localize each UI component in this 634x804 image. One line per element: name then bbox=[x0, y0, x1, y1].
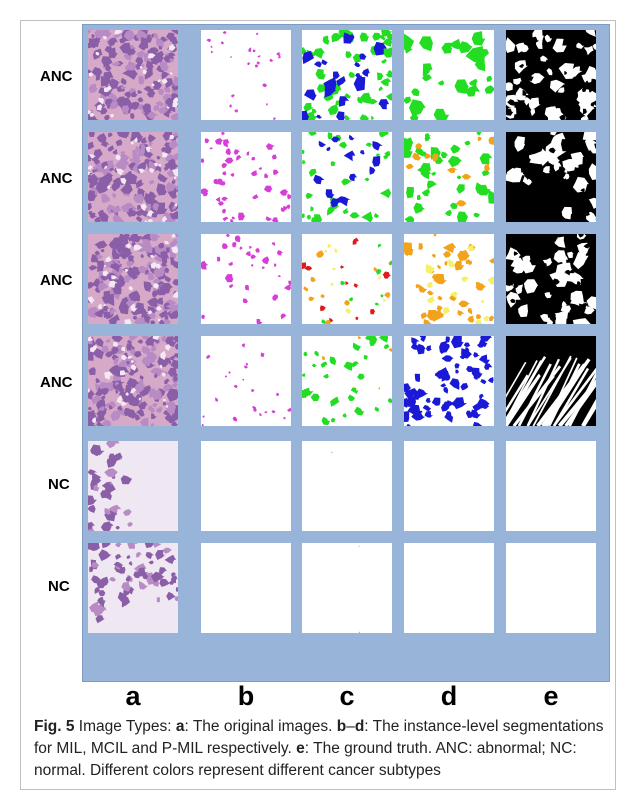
caption-dash: – bbox=[346, 718, 355, 735]
tile-c-row-2 bbox=[302, 132, 392, 222]
tile-e-row-2 bbox=[506, 132, 596, 222]
tile-b-row-5 bbox=[201, 441, 291, 531]
tile-b-row-4 bbox=[201, 336, 291, 426]
tile-c-row-6 bbox=[302, 543, 392, 633]
column-label-c: c bbox=[339, 681, 355, 711]
tile-d-row-3 bbox=[404, 234, 494, 324]
tile-b-row-3 bbox=[201, 234, 291, 324]
caption-bd-text: : The instance-level segmentations for M… bbox=[34, 718, 604, 757]
tile-d-row-4 bbox=[404, 336, 494, 426]
tile-d-row-1 bbox=[404, 30, 494, 120]
tile-e-row-4 bbox=[506, 336, 596, 426]
row-label-1: ANC bbox=[40, 68, 73, 85]
tile-b-row-2 bbox=[201, 132, 291, 222]
tile-e-row-3 bbox=[506, 234, 596, 324]
tile-c-row-5 bbox=[302, 441, 392, 531]
caption-a-text: : The original images. bbox=[184, 718, 337, 735]
tile-d-row-5 bbox=[404, 441, 494, 531]
tile-b-row-1 bbox=[201, 30, 291, 120]
tile-c-row-1 bbox=[302, 30, 392, 120]
row-label-4: ANC bbox=[40, 374, 73, 391]
caption-intro: Image Types: bbox=[74, 718, 176, 735]
tile-a-row-2 bbox=[88, 132, 178, 222]
caption-fig-label: Fig. 5 bbox=[34, 718, 75, 735]
tile-e-row-6 bbox=[506, 543, 596, 633]
tile-e-row-5 bbox=[506, 441, 596, 531]
row-label-5: NC bbox=[48, 476, 70, 493]
column-label-a: a bbox=[125, 681, 141, 711]
column-label-d: d bbox=[440, 681, 458, 711]
tile-d-row-2 bbox=[404, 132, 494, 222]
tile-a-row-4 bbox=[88, 336, 178, 426]
caption-e-letter: e bbox=[296, 740, 305, 757]
figure-caption: Fig. 5 Image Types: a: The original imag… bbox=[34, 716, 604, 782]
tile-c-row-4 bbox=[302, 336, 392, 426]
tile-a-row-6 bbox=[88, 543, 178, 633]
tile-a-row-5 bbox=[88, 441, 178, 531]
column-label-e: e bbox=[543, 681, 559, 711]
tile-a-row-1 bbox=[88, 30, 178, 120]
caption-b-letter: b bbox=[336, 718, 347, 735]
caption-d-letter: d bbox=[354, 718, 365, 735]
tile-b-row-6 bbox=[201, 543, 291, 633]
row-label-3: ANC bbox=[40, 272, 73, 289]
row-label-6: NC bbox=[48, 578, 70, 595]
tile-a-row-3 bbox=[88, 234, 178, 324]
row-label-2: ANC bbox=[40, 170, 73, 187]
tile-e-row-1 bbox=[506, 30, 596, 120]
column-label-b: b bbox=[237, 681, 255, 711]
caption-a-letter: a bbox=[175, 718, 185, 735]
tile-d-row-6 bbox=[404, 543, 494, 633]
caption-e-text: : The ground truth. ANC: abnormal; NC: n… bbox=[34, 740, 577, 779]
tile-c-row-3 bbox=[302, 234, 392, 324]
